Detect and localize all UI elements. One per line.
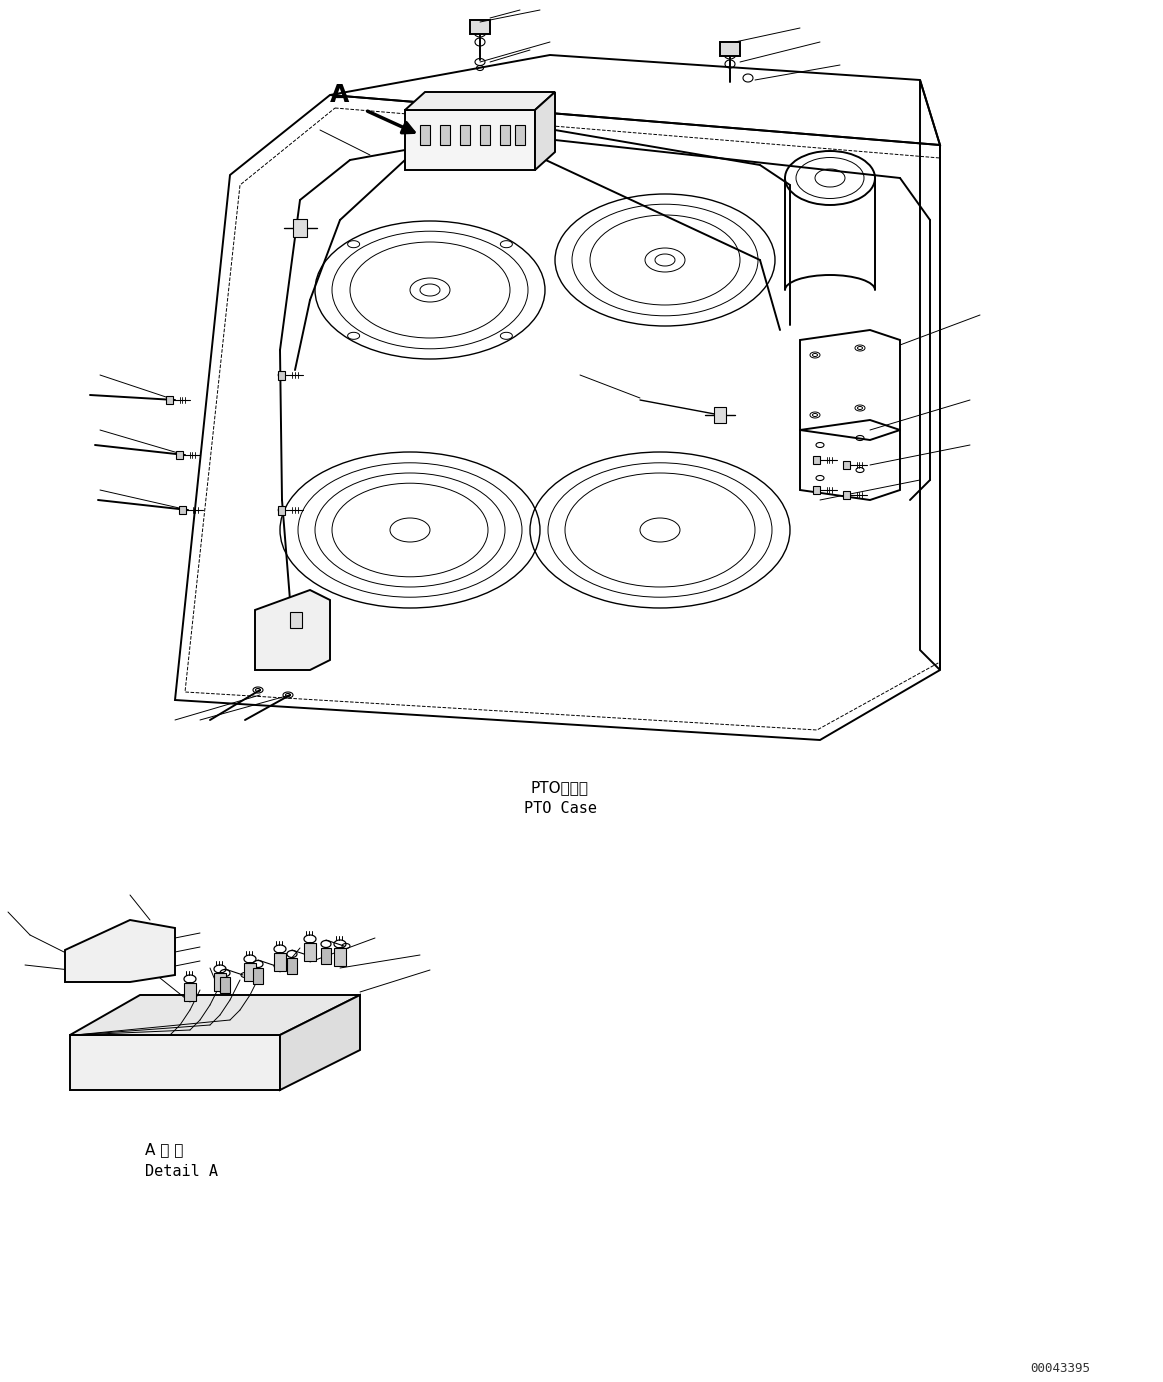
Text: A: A [330,83,350,106]
Bar [720,41,740,57]
Bar [220,977,230,994]
Bar [813,456,820,464]
Polygon shape [65,920,174,983]
Bar [184,983,197,1001]
Bar [515,124,525,145]
Polygon shape [405,93,555,111]
Bar [420,124,430,145]
Bar [278,370,285,380]
Bar [293,220,307,236]
Bar [290,612,302,627]
Text: Detail A: Detail A [145,1165,217,1179]
Polygon shape [255,590,330,670]
Bar [334,948,347,966]
Bar [274,954,286,972]
Text: 00043395: 00043395 [1030,1361,1090,1375]
Bar [254,967,263,984]
Polygon shape [70,1035,280,1090]
Bar [813,485,820,495]
Polygon shape [535,93,555,170]
Text: PTOケース: PTOケース [531,781,588,796]
Bar [244,963,256,981]
Polygon shape [405,111,535,170]
Bar [304,943,316,960]
Bar [714,408,726,423]
Bar [177,451,183,459]
Polygon shape [70,995,361,1035]
Bar [843,491,850,499]
Bar [480,124,490,145]
Bar [166,395,173,405]
Bar [470,19,490,35]
Text: PTO Case: PTO Case [523,800,597,815]
Bar [321,948,331,965]
Text: A 詳 細: A 詳 細 [145,1143,184,1158]
Bar [278,506,285,514]
Polygon shape [280,995,361,1090]
Bar [461,124,470,145]
Bar [440,124,450,145]
Bar [287,958,297,974]
Bar [179,506,186,514]
Bar [214,973,226,991]
Bar [843,460,850,470]
Bar [500,124,511,145]
